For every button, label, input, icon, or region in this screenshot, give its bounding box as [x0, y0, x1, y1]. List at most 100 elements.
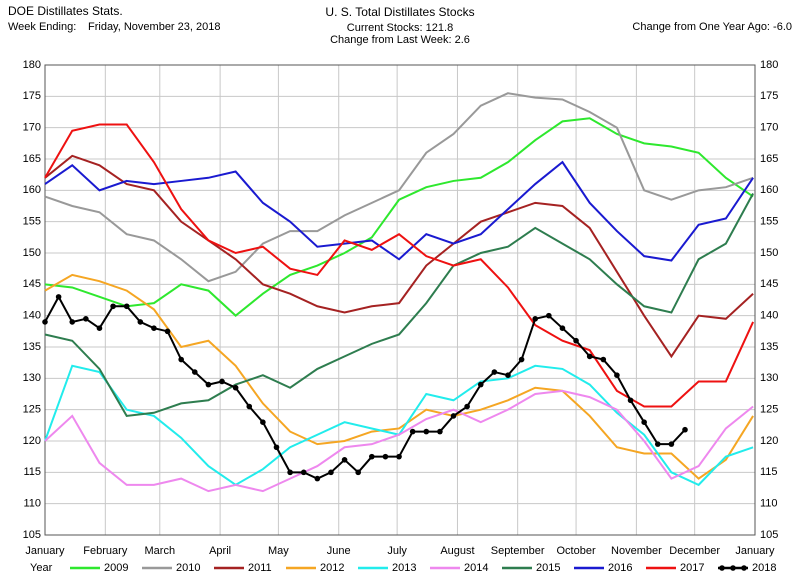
y2-tick-label: 120: [760, 435, 778, 447]
point: [246, 403, 253, 410]
y2-tick-label: 135: [760, 341, 778, 353]
week-label: Week Ending:: [8, 21, 76, 33]
x-tick-label: August: [440, 545, 474, 557]
point: [123, 303, 130, 310]
x-tick-label: March: [145, 545, 176, 557]
y-tick-label: 155: [23, 216, 41, 228]
legend-label: 2013: [392, 562, 416, 574]
legend-label: 2017: [680, 562, 704, 574]
point: [600, 356, 607, 363]
y2-tick-label: 110: [760, 498, 778, 510]
y2-tick-label: 155: [760, 216, 778, 228]
point: [178, 356, 184, 363]
point: [300, 469, 307, 476]
series-line: [44, 92, 754, 283]
point: [164, 328, 171, 335]
x-tick-label: November: [611, 545, 662, 557]
y2-tick-label: 170: [760, 122, 778, 134]
point: [341, 457, 348, 463]
point: [219, 378, 225, 385]
week-date: Friday, November 23, 2018: [88, 21, 220, 33]
point: [314, 475, 321, 482]
y-tick-label: 135: [23, 341, 41, 353]
y2-tick-label: 115: [760, 466, 778, 478]
legend-title: Year: [30, 562, 53, 574]
x-tick-label: January: [735, 545, 775, 557]
legend-label: 2010: [176, 562, 200, 574]
y2-tick-label: 105: [760, 529, 778, 541]
y2-tick-label: 140: [760, 310, 778, 322]
y-tick-label: 170: [23, 122, 41, 134]
point: [205, 381, 212, 388]
series-line: [44, 117, 754, 317]
point: [83, 316, 89, 322]
point: [110, 303, 116, 310]
y2-tick-label: 125: [760, 404, 778, 416]
point: [641, 419, 647, 426]
point: [137, 319, 144, 325]
legend-label: 2011: [248, 562, 272, 574]
point: [55, 294, 62, 300]
y2-tick-label: 175: [760, 90, 778, 102]
point: [437, 428, 443, 435]
y-tick-label: 145: [23, 278, 41, 290]
x-tick-label: October: [556, 545, 595, 557]
y-tick-label: 110: [23, 498, 41, 510]
point: [518, 356, 525, 363]
y-tick-label: 125: [23, 404, 41, 416]
point: [654, 441, 661, 447]
y-tick-label: 140: [23, 310, 41, 322]
point: [627, 397, 634, 404]
legend-label: 2012: [320, 562, 344, 574]
series-line: [44, 389, 754, 493]
series-line: [44, 192, 754, 418]
point: [573, 337, 579, 344]
point: [450, 413, 457, 419]
x-tick-label: April: [209, 545, 231, 557]
point: [668, 441, 675, 447]
point: [287, 469, 293, 476]
point: [355, 469, 361, 476]
plot-frame: [44, 64, 756, 536]
point: [409, 428, 416, 435]
series-line: [44, 123, 755, 408]
point: [491, 369, 498, 375]
point: [586, 353, 593, 360]
x-tick-label: December: [669, 545, 720, 557]
point: [96, 325, 103, 332]
y-tick-label: 115: [23, 466, 41, 478]
legend-label: 2009: [104, 562, 128, 574]
point: [260, 419, 266, 426]
point: [614, 372, 620, 379]
point: [382, 453, 389, 460]
y2-tick-label: 165: [760, 153, 778, 165]
y-tick-label: 120: [23, 435, 41, 447]
x-tick-label: February: [83, 545, 128, 557]
y2-tick-label: 160: [760, 184, 778, 196]
legend-label: 2018: [752, 562, 776, 574]
x-tick-label: June: [327, 545, 351, 557]
x-tick-label: May: [268, 545, 289, 557]
y-tick-label: 150: [23, 247, 41, 259]
point: [546, 312, 552, 319]
left-title: DOE Distillates Stats.: [8, 4, 123, 18]
y-tick-label: 180: [23, 59, 41, 71]
point: [69, 319, 76, 325]
weekly-change: Change from Last Week: 2.6: [330, 34, 470, 46]
y2-tick-label: 130: [760, 372, 778, 384]
point: [151, 325, 157, 332]
point: [396, 453, 402, 460]
series-line: [44, 273, 754, 480]
point: [328, 469, 334, 476]
x-tick-label: January: [25, 545, 65, 557]
point: [559, 325, 566, 332]
point: [232, 384, 239, 391]
legend-label: 2014: [464, 562, 488, 574]
y2-tick-label: 145: [760, 278, 778, 290]
y-tick-label: 105: [23, 529, 41, 541]
center-title: U. S. Total Distillates Stocks: [325, 5, 474, 19]
yearly-change: Change from One Year Ago: -6.0: [632, 21, 792, 33]
legend-label: 2016: [608, 562, 632, 574]
series-line: [44, 160, 754, 262]
point: [273, 444, 280, 451]
